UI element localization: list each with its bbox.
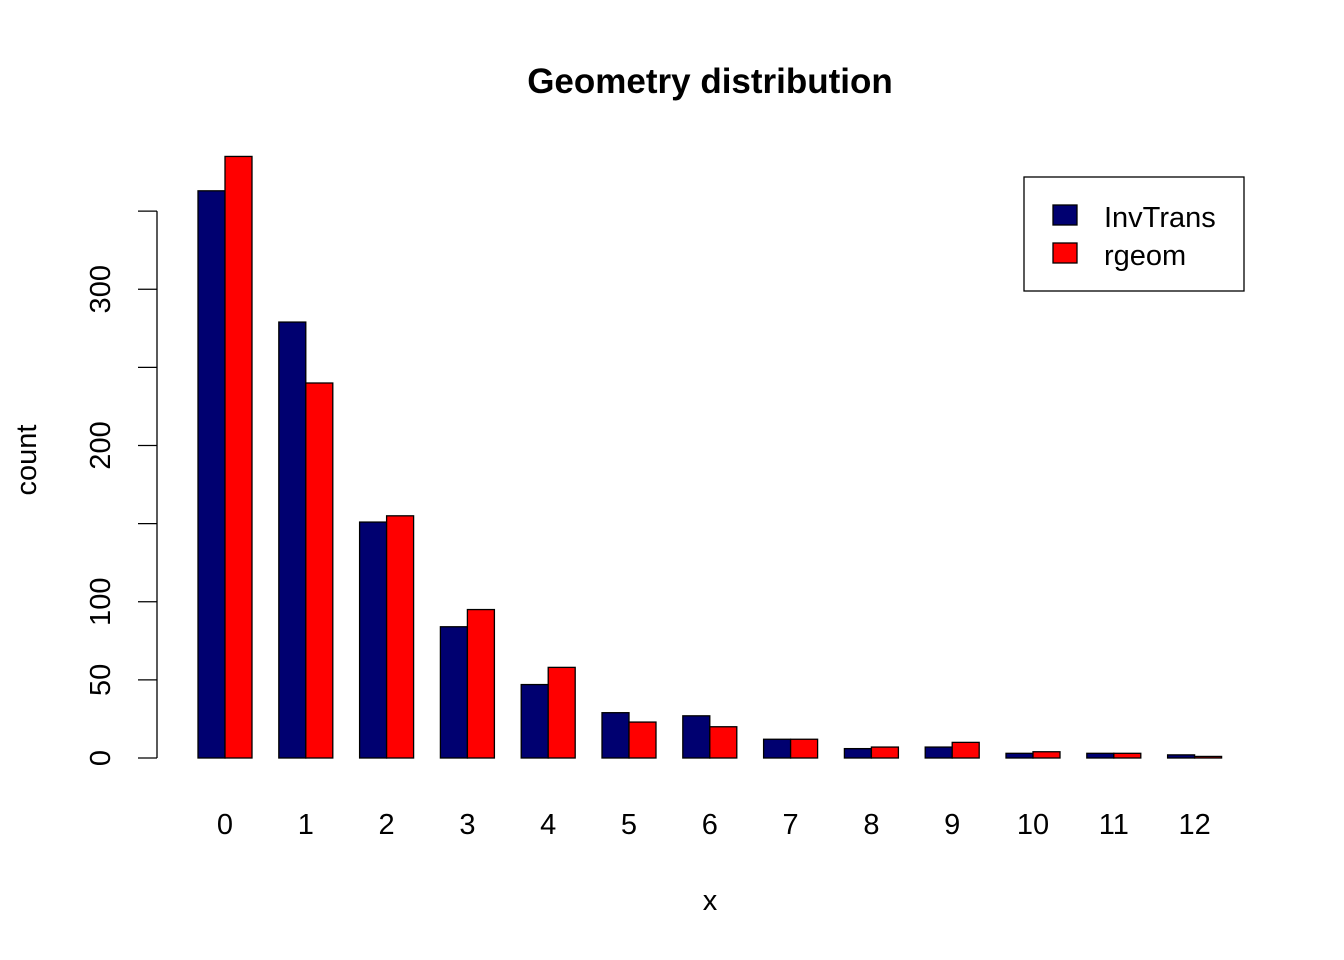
legend-swatch-rgeom bbox=[1052, 242, 1078, 264]
bar-invtrans-11 bbox=[1086, 752, 1115, 759]
legend-label-rgeom: rgeom bbox=[1104, 240, 1186, 272]
bar-rgeom-11 bbox=[1113, 752, 1142, 759]
x-tick-label: 8 bbox=[863, 809, 879, 841]
chart-title: Geometry distribution bbox=[527, 62, 893, 101]
x-axis-label: x bbox=[703, 885, 718, 917]
x-tick-labels: 0 1 2 3 4 5 6 7 8 9 10 11 12 bbox=[217, 809, 1211, 841]
legend: InvTrans rgeom bbox=[1023, 176, 1245, 292]
y-tick-label: 300 bbox=[85, 265, 117, 313]
x-tick-label: 11 bbox=[1099, 809, 1129, 841]
bar-rgeom-2 bbox=[385, 515, 415, 759]
bar-invtrans-1 bbox=[278, 321, 307, 759]
bar-rgeom-5 bbox=[628, 721, 657, 759]
bar-rgeom-1 bbox=[305, 382, 334, 759]
bar-invtrans-7 bbox=[762, 738, 792, 759]
x-tick-label: 10 bbox=[1017, 809, 1049, 841]
x-tick-label: 0 bbox=[217, 809, 233, 841]
bar-invtrans-0 bbox=[197, 190, 226, 759]
bar-rgeom-6 bbox=[709, 726, 738, 759]
bar-invtrans-9 bbox=[924, 746, 953, 759]
bar-rgeom-4 bbox=[547, 666, 576, 759]
bar-invtrans-12 bbox=[1166, 754, 1196, 759]
bar-rgeom-9 bbox=[951, 741, 980, 759]
legend-label-invtrans: InvTrans bbox=[1104, 202, 1216, 234]
x-tick-label: 5 bbox=[621, 809, 637, 841]
bar-rgeom-12 bbox=[1193, 755, 1223, 759]
bar-invtrans-2 bbox=[358, 521, 388, 759]
x-tick-label: 9 bbox=[944, 809, 960, 841]
x-tick-label: 4 bbox=[540, 809, 556, 841]
bar-rgeom-8 bbox=[870, 746, 900, 759]
bar-rgeom-7 bbox=[789, 738, 819, 759]
legend-swatch-invtrans bbox=[1052, 204, 1078, 226]
bar-invtrans-10 bbox=[1005, 752, 1034, 759]
bars bbox=[197, 155, 1223, 759]
x-tick-label: 3 bbox=[459, 809, 475, 841]
x-tick-label: 6 bbox=[702, 809, 718, 841]
bar-rgeom-0 bbox=[224, 155, 253, 759]
bar-rgeom-10 bbox=[1032, 751, 1061, 759]
y-tick-label: 0 bbox=[85, 750, 117, 766]
bar-invtrans-8 bbox=[843, 747, 873, 759]
y-tick-label: 100 bbox=[85, 578, 117, 626]
y-tick-label: 200 bbox=[85, 421, 117, 469]
x-tick-label: 12 bbox=[1178, 809, 1210, 841]
bar-rgeom-3 bbox=[466, 608, 496, 759]
legend-box bbox=[1023, 176, 1245, 292]
bar-invtrans-6 bbox=[682, 715, 711, 759]
y-axis: 0 50 100 200 300 bbox=[85, 210, 158, 766]
x-tick-label: 1 bbox=[298, 809, 314, 841]
x-tick-label: 2 bbox=[379, 809, 395, 841]
bar-invtrans-5 bbox=[601, 712, 630, 759]
x-tick-label: 7 bbox=[783, 809, 799, 841]
y-axis-label: count bbox=[11, 425, 43, 496]
y-tick-label: 50 bbox=[85, 664, 117, 696]
bar-invtrans-4 bbox=[520, 683, 549, 759]
bar-invtrans-3 bbox=[439, 626, 469, 759]
